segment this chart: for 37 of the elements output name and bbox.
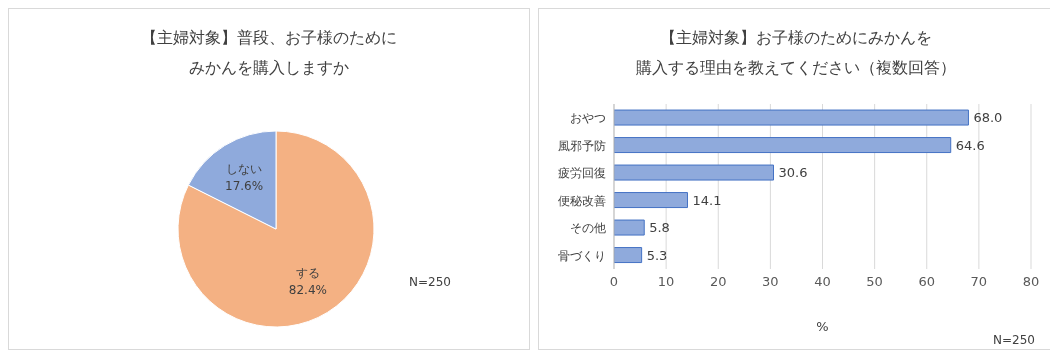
data-label: 17.6%	[225, 179, 264, 194]
y-tick-label: 便秘改善	[558, 193, 606, 208]
chart-title: 【主婦対象】お子様のためにみかんを購入する理由を教えてください（複数回答）	[635, 27, 957, 79]
slice-label: する	[295, 265, 320, 280]
data-label: 82.4%	[288, 282, 327, 297]
x-tick-label: 30	[762, 274, 779, 290]
data-label: 64.6	[955, 137, 985, 153]
data-label: 5.3	[646, 247, 668, 263]
text: N=250	[993, 333, 1035, 347]
data-label: 68.0	[973, 110, 1003, 126]
x-tick-label: 60	[918, 274, 936, 290]
data-label: 30.6	[778, 165, 808, 181]
bar	[614, 109, 969, 126]
y-tick-label: おやつ	[570, 111, 606, 126]
bar	[614, 219, 645, 236]
y-tick-label: その他	[570, 221, 606, 236]
text: N=250	[409, 275, 451, 289]
x-tick-label: 40	[814, 274, 831, 290]
x-tick-label: 0	[609, 274, 619, 290]
y-tick-label: 風邪予防	[558, 138, 606, 153]
y-tick-label: 骨づくり	[558, 248, 606, 263]
pie-slice	[177, 130, 375, 328]
data-label: 14.1	[692, 192, 722, 208]
data-label: 5.8	[649, 220, 670, 236]
x-tick-label: 10	[657, 274, 675, 290]
bar	[614, 247, 643, 264]
slice-label: しない	[226, 162, 263, 177]
x-tick-label: 70	[970, 274, 988, 290]
bar	[614, 192, 688, 209]
y-tick-label: 疲労回復	[558, 166, 606, 181]
x-tick-label: 20	[709, 274, 727, 290]
chart-title: 【主婦対象】普段、お子様のためにみかんを購入しますか	[140, 27, 398, 79]
x-axis-title: %	[815, 319, 830, 334]
x-tick-label: 50	[866, 274, 883, 290]
bar	[614, 164, 774, 181]
x-tick-label: 80	[1022, 274, 1040, 290]
bar	[614, 137, 952, 154]
